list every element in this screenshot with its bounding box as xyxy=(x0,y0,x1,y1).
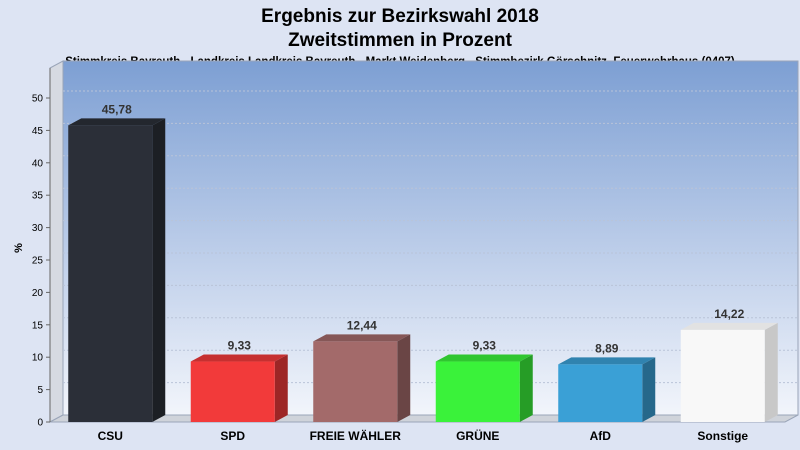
bar-side xyxy=(642,357,656,422)
y-tick-label: 20 xyxy=(32,288,44,299)
plot-side-wall xyxy=(49,60,64,423)
bar-value-label: 45,78 xyxy=(102,102,132,116)
y-tick-label: 45 xyxy=(32,126,44,137)
plot-area xyxy=(49,60,799,423)
bar-front xyxy=(68,125,153,423)
bar-side xyxy=(764,322,778,422)
bar-front xyxy=(435,361,520,422)
bar-side xyxy=(519,354,533,422)
bar-top xyxy=(680,322,778,330)
bar-side xyxy=(152,118,166,423)
y-tick-label: 35 xyxy=(32,191,44,202)
bar-side xyxy=(274,354,288,422)
bar-value-label: 14,22 xyxy=(714,307,744,321)
bar-value-label: 9,33 xyxy=(473,339,497,353)
chart-title: Ergebnis zur Bezirkswahl 2018 xyxy=(261,6,539,27)
bar-freie-wähler: 12,44 xyxy=(313,318,411,422)
x-tick-label: AfD xyxy=(590,429,612,443)
gridlines xyxy=(63,90,798,384)
x-tick-label: SPD xyxy=(220,429,245,443)
bar-spd: 9,33 xyxy=(190,339,288,422)
y-tick-label: 50 xyxy=(32,94,44,105)
bar-value-label: 12,44 xyxy=(347,318,377,332)
bar-csu: 45,78 xyxy=(68,102,166,423)
x-tick-label: FREIE WÄHLER xyxy=(310,428,402,443)
y-tick-label: 5 xyxy=(37,385,43,396)
bar-side xyxy=(397,334,411,422)
bar-top xyxy=(68,118,166,126)
y-tick-label: 15 xyxy=(32,320,44,331)
bar-value-label: 8,89 xyxy=(595,341,619,355)
bar-top xyxy=(190,354,288,362)
plot-back-wall xyxy=(62,60,799,416)
bar-value-label: 9,33 xyxy=(228,339,252,353)
y-axis: 0 5 10 15 20 25 30 35 40 45 50 xyxy=(32,68,51,429)
bar-front xyxy=(558,364,643,422)
bar-front xyxy=(680,329,765,422)
chart-title-line2: Zweitstimmen in Prozent xyxy=(288,30,512,51)
bar-top xyxy=(435,354,533,362)
y-tick-label: 25 xyxy=(32,256,44,267)
x-tick-label: Sonstige xyxy=(697,429,748,443)
y-tick-label: 40 xyxy=(32,158,44,169)
x-tick-label: CSU xyxy=(98,429,123,443)
bars: 45,78 9,33 12,44 9,33 8,89 14,22 xyxy=(68,102,778,423)
y-tick-label: 0 xyxy=(37,418,43,429)
bar-top xyxy=(313,334,411,342)
bar-top xyxy=(558,357,656,365)
bar-front xyxy=(190,361,275,422)
y-tick-label: 10 xyxy=(32,353,44,364)
bar-afd: 8,89 xyxy=(558,341,656,422)
x-tick-label: GRÜNE xyxy=(456,428,499,443)
bar-front xyxy=(313,341,398,422)
x-axis-labels: CSU SPD FREIE WÄHLER GRÜNE AfD Sonstige xyxy=(98,428,749,443)
y-axis-label: % xyxy=(13,243,25,253)
bar-sonstige: 14,22 xyxy=(680,307,778,422)
y-tick-label: 30 xyxy=(32,223,44,234)
bar-grüne: 9,33 xyxy=(435,339,533,422)
